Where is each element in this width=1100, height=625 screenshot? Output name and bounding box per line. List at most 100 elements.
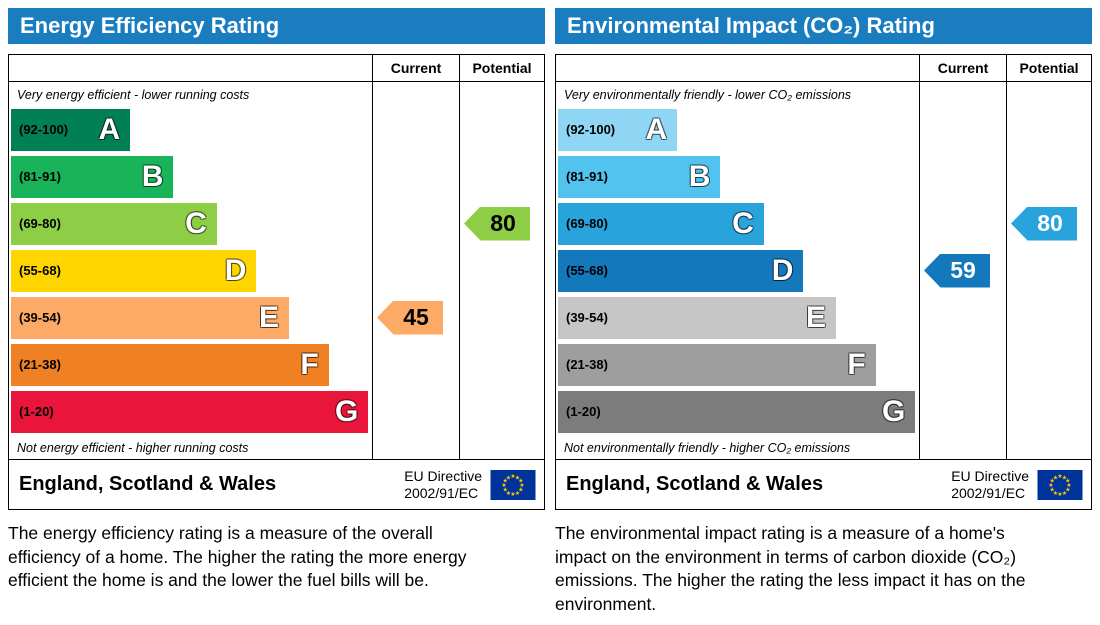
band-row: (92-100) A xyxy=(556,106,919,153)
energy-description: The energy efficiency rating is a measur… xyxy=(8,523,467,591)
svg-text:★: ★ xyxy=(1065,477,1070,484)
band-range-label: (39-54) xyxy=(19,310,61,325)
current-rating-arrow: 45 xyxy=(377,300,443,335)
band-row: (21-38) F xyxy=(9,341,372,388)
potential-column: 80 xyxy=(1006,82,1091,459)
energy-panel-title: Energy Efficiency Rating xyxy=(20,13,280,38)
band-bar-e: (39-54) E xyxy=(558,296,836,339)
svg-text:★: ★ xyxy=(1065,486,1070,493)
band-row: (1-20) G xyxy=(556,388,919,435)
band-row: (55-68) D xyxy=(9,247,372,294)
band-letter: D xyxy=(224,253,247,287)
potential-rating-arrow: 80 xyxy=(464,206,530,241)
band-letter: C xyxy=(185,206,207,240)
band-row: (21-38) F xyxy=(556,341,919,388)
panel-title-bar: Energy Efficiency Rating xyxy=(8,8,545,44)
band-row: (69-80) C xyxy=(556,200,919,247)
band-letter: B xyxy=(141,159,164,193)
energy-efficiency-panel: Energy Efficiency Rating Current Potenti… xyxy=(8,8,545,617)
eu-directive-line1: EU Directive xyxy=(951,468,1029,485)
bottom-caption: Not energy efficient - higher running co… xyxy=(17,441,249,455)
band-range-label: (69-80) xyxy=(566,216,608,231)
energy-rating-chart: Current Potential Very energy efficient … xyxy=(8,54,545,510)
band-range-label: (55-68) xyxy=(566,263,608,278)
band-row: (39-54) E xyxy=(556,294,919,341)
chart-footer: England, Scotland & Wales EU Directive 2… xyxy=(556,459,1091,509)
band-range-label: (1-20) xyxy=(19,404,54,419)
eu-flag: ★ ★ ★ ★ ★ ★ ★ ★ ★ ★ ★ ★ xyxy=(1037,469,1083,500)
band-letter: B xyxy=(688,159,711,193)
svg-text:★: ★ xyxy=(1066,482,1071,489)
band-range-label: (21-38) xyxy=(19,357,61,372)
environmental-impact-panel: Environmental Impact (CO₂) Rating Curren… xyxy=(555,8,1092,617)
potential-column-header: Potential xyxy=(1006,55,1091,81)
eu-directive-line1: EU Directive xyxy=(404,468,482,485)
band-bar-g: (1-20) G xyxy=(11,390,369,433)
band-bar-a: (92-100) A xyxy=(11,108,131,151)
band-bar-d: (55-68) D xyxy=(558,249,804,292)
band-letter: F xyxy=(847,347,866,381)
svg-text:★: ★ xyxy=(518,486,523,493)
band-bar-d: (55-68) D xyxy=(11,249,257,292)
svg-text:★: ★ xyxy=(1050,477,1055,484)
svg-text:★: ★ xyxy=(518,477,523,484)
svg-text:★: ★ xyxy=(515,474,520,481)
band-range-label: (81-91) xyxy=(19,169,61,184)
band-letter: G xyxy=(335,394,359,428)
svg-text:★: ★ xyxy=(1062,489,1067,496)
band-letter: C xyxy=(732,206,754,240)
svg-text:★: ★ xyxy=(1057,491,1062,498)
potential-column: 80 xyxy=(459,82,544,459)
column-header-row: Current Potential xyxy=(9,55,544,82)
rating-bands: Very energy efficient - lower running co… xyxy=(9,82,372,459)
band-range-label: (92-100) xyxy=(19,122,69,137)
band-letter: D xyxy=(771,253,794,287)
region-label: England, Scotland & Wales xyxy=(19,473,277,495)
svg-text:★: ★ xyxy=(503,486,508,493)
band-bar-c: (69-80) C xyxy=(558,202,764,245)
svg-text:★: ★ xyxy=(510,473,515,480)
band-row: (92-100) A xyxy=(9,106,372,153)
band-letter: A xyxy=(98,112,121,146)
band-row: (69-80) C xyxy=(9,200,372,247)
bottom-caption: Not environmentally friendly - higher CO… xyxy=(564,441,851,455)
band-bar-b: (81-91) B xyxy=(11,155,174,198)
environmental-panel-title: Environmental Impact (CO₂) Rating xyxy=(567,13,935,38)
chart-footer: England, Scotland & Wales EU Directive 2… xyxy=(9,459,544,509)
band-bar-e: (39-54) E xyxy=(11,296,289,339)
band-range-label: (81-91) xyxy=(566,169,608,184)
band-letter: F xyxy=(300,347,319,381)
top-caption: Very energy efficient - lower running co… xyxy=(17,88,250,102)
eu-directive-label: EU Directive 2002/91/EC xyxy=(951,468,1029,500)
rating-bands: Very environmentally friendly - lower CO… xyxy=(556,82,919,459)
band-letter: A xyxy=(645,112,668,146)
environmental-description: The environmental impact rating is a mea… xyxy=(555,523,1026,614)
band-bar-f: (21-38) F xyxy=(11,343,329,386)
svg-text:★: ★ xyxy=(506,489,511,496)
svg-text:★: ★ xyxy=(1048,482,1053,489)
band-range-label: (21-38) xyxy=(566,357,608,372)
eu-directive-line2: 2002/91/EC xyxy=(404,484,479,501)
svg-text:★: ★ xyxy=(1053,489,1058,496)
svg-text:★: ★ xyxy=(510,491,515,498)
current-rating-arrow: 59 xyxy=(924,253,990,288)
eu-directive-label: EU Directive 2002/91/EC xyxy=(404,468,482,500)
current-column-header: Current xyxy=(919,55,1006,81)
band-row: (81-91) B xyxy=(9,153,372,200)
band-row: (39-54) E xyxy=(9,294,372,341)
band-range-label: (55-68) xyxy=(19,263,61,278)
environmental-rating-chart: Current Potential Very environmentally f… xyxy=(555,54,1092,510)
band-bar-g: (1-20) G xyxy=(558,390,916,433)
band-bar-f: (21-38) F xyxy=(558,343,876,386)
band-bar-b: (81-91) B xyxy=(558,155,721,198)
header-spacer xyxy=(9,55,372,81)
svg-text:★: ★ xyxy=(506,474,511,481)
band-row: (1-20) G xyxy=(9,388,372,435)
current-column: 59 xyxy=(919,82,1006,459)
band-range-label: (69-80) xyxy=(19,216,61,231)
current-column-header: Current xyxy=(372,55,459,81)
svg-text:★: ★ xyxy=(1050,486,1055,493)
band-row: (55-68) D xyxy=(556,247,919,294)
band-letter: E xyxy=(258,300,279,334)
